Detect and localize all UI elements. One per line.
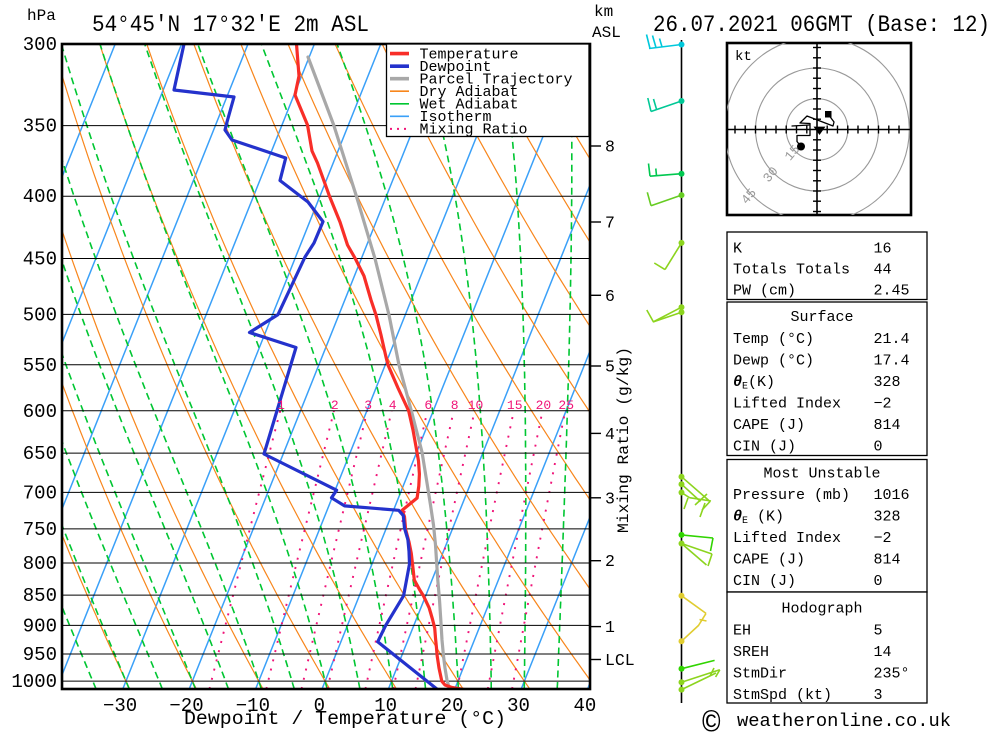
svg-text:17.4: 17.4	[874, 352, 910, 369]
svg-text:1: 1	[277, 398, 285, 413]
svg-text:8: 8	[451, 398, 459, 413]
svg-text:350: 350	[23, 116, 57, 138]
svg-text:7: 7	[605, 214, 615, 233]
svg-text:StmSpd (kt): StmSpd (kt)	[733, 687, 832, 704]
svg-text:2: 2	[605, 552, 615, 571]
svg-text:CAPE (J): CAPE (J)	[733, 551, 805, 568]
svg-text:Lifted Index: Lifted Index	[733, 395, 841, 412]
svg-text:2.45: 2.45	[874, 282, 910, 299]
svg-text:−2: −2	[874, 530, 892, 547]
svg-text:ASL: ASL	[592, 24, 621, 42]
svg-text:25: 25	[558, 398, 574, 413]
svg-text:814: 814	[874, 417, 901, 434]
svg-text:400: 400	[23, 186, 57, 208]
svg-text:0: 0	[874, 438, 883, 455]
svg-text:1000: 1000	[11, 671, 57, 693]
svg-text:235°: 235°	[874, 665, 910, 682]
svg-text:20: 20	[536, 398, 552, 413]
svg-text:950: 950	[23, 644, 57, 666]
svg-text:SREH: SREH	[733, 644, 769, 661]
svg-text:0: 0	[874, 573, 883, 590]
svg-text:30: 30	[507, 695, 530, 717]
svg-text:Temperature: Temperature	[420, 46, 519, 63]
svg-text:Parcel Trajectory: Parcel Trajectory	[420, 72, 573, 89]
svg-text:Wet Adiabat: Wet Adiabat	[420, 97, 519, 114]
svg-text:θE (K): θE (K)	[733, 508, 784, 527]
svg-text:8: 8	[605, 138, 615, 157]
svg-text:hPa: hPa	[27, 7, 56, 25]
svg-text:54°45'N 17°32'E 2m ASL: 54°45'N 17°32'E 2m ASL	[92, 12, 369, 38]
svg-text:Surface: Surface	[790, 309, 853, 326]
svg-text:Temp (°C): Temp (°C)	[733, 331, 814, 348]
svg-text:328: 328	[874, 508, 901, 525]
svg-text:6: 6	[605, 287, 615, 306]
svg-text:4: 4	[389, 398, 397, 413]
svg-text:θE(K): θE(K)	[733, 374, 775, 393]
svg-text:20: 20	[441, 695, 464, 717]
svg-text:PW (cm): PW (cm)	[733, 282, 796, 299]
svg-text:900: 900	[23, 615, 57, 637]
svg-text:StmDir: StmDir	[733, 665, 787, 682]
svg-text:Mixing Ratio (g/kg): Mixing Ratio (g/kg)	[615, 347, 633, 533]
svg-text:3: 3	[605, 489, 615, 508]
svg-text:Isotherm: Isotherm	[420, 109, 492, 126]
svg-text:2: 2	[331, 398, 339, 413]
svg-text:3: 3	[874, 687, 883, 704]
svg-text:21.4: 21.4	[874, 331, 910, 348]
svg-text:550: 550	[23, 355, 57, 377]
svg-text:750: 750	[23, 519, 57, 541]
svg-text:3: 3	[364, 398, 372, 413]
svg-text:15: 15	[507, 398, 523, 413]
svg-text:4: 4	[605, 425, 615, 444]
svg-text:−20: −20	[169, 695, 203, 717]
svg-text:Hodograph: Hodograph	[781, 600, 862, 617]
svg-text:500: 500	[23, 304, 57, 326]
svg-text:44: 44	[874, 261, 892, 278]
svg-text:700: 700	[23, 482, 57, 504]
svg-text:814: 814	[874, 551, 901, 568]
svg-text:800: 800	[23, 553, 57, 575]
svg-text:300: 300	[23, 34, 57, 56]
svg-text:−2: −2	[874, 395, 892, 412]
svg-text:−10: −10	[236, 695, 270, 717]
svg-text:Totals Totals: Totals Totals	[733, 261, 850, 278]
svg-text:km: km	[594, 3, 613, 21]
svg-text:850: 850	[23, 585, 57, 607]
svg-text:−30: −30	[103, 695, 137, 717]
svg-text:CIN (J): CIN (J)	[733, 438, 796, 455]
svg-text:0: 0	[314, 695, 325, 717]
svg-text:328: 328	[874, 374, 901, 391]
svg-text:450: 450	[23, 249, 57, 271]
svg-text:Lifted Index: Lifted Index	[733, 530, 841, 547]
svg-text:10: 10	[468, 398, 484, 413]
svg-text:Pressure (mb): Pressure (mb)	[733, 487, 850, 504]
svg-text:Most Unstable: Most Unstable	[763, 465, 880, 482]
svg-text:14: 14	[874, 644, 892, 661]
svg-text:Dewpoint / Temperature (°C): Dewpoint / Temperature (°C)	[184, 708, 506, 730]
svg-text:CAPE (J): CAPE (J)	[733, 417, 805, 434]
svg-text:Dewp (°C): Dewp (°C)	[733, 352, 814, 369]
svg-text:Dewpoint: Dewpoint	[420, 59, 492, 76]
svg-text:CIN (J): CIN (J)	[733, 573, 796, 590]
svg-text:26.07.2021 06GMT (Base: 12): 26.07.2021 06GMT (Base: 12)	[653, 12, 990, 38]
svg-text:10: 10	[374, 695, 397, 717]
svg-text:1: 1	[605, 618, 615, 637]
svg-text:16: 16	[874, 240, 892, 257]
svg-text:weatheronline.co.uk: weatheronline.co.uk	[737, 711, 951, 732]
svg-text:5: 5	[605, 358, 615, 377]
svg-text:Mixing Ratio: Mixing Ratio	[420, 122, 528, 139]
svg-text:600: 600	[23, 401, 57, 423]
svg-text:40: 40	[573, 695, 596, 717]
svg-text:LCL: LCL	[605, 651, 635, 670]
svg-text:650: 650	[23, 443, 57, 465]
svg-text:1016: 1016	[874, 487, 910, 504]
svg-text:6: 6	[424, 398, 432, 413]
svg-text:©: ©	[702, 707, 721, 733]
svg-text:5: 5	[874, 622, 883, 639]
svg-text:K: K	[733, 240, 742, 257]
svg-text:kt: kt	[735, 49, 752, 65]
svg-text:EH: EH	[733, 622, 751, 639]
svg-text:Dry Adiabat: Dry Adiabat	[420, 84, 519, 101]
